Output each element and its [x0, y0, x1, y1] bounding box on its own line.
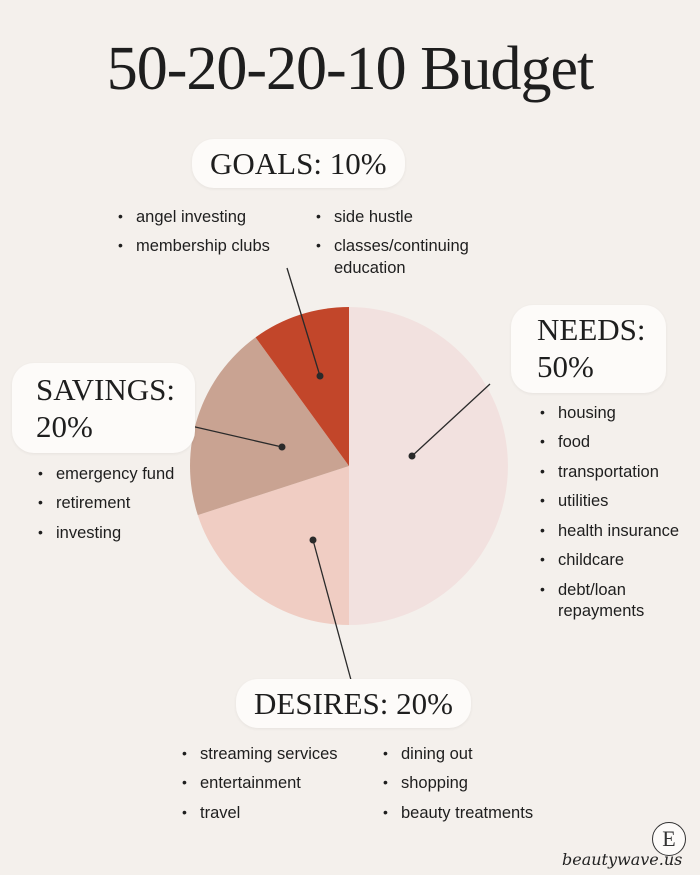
list-item: investing	[38, 523, 188, 544]
savings-list: emergency fund retirement investing	[38, 464, 188, 552]
goals-label: GOALS: 10%	[192, 139, 405, 189]
list-item: housing	[540, 403, 695, 424]
list-item: travel	[182, 803, 382, 824]
savings-label: SAVINGS: 20%	[12, 363, 195, 454]
list-item: retirement	[38, 493, 188, 514]
goals-list-col2: side hustle classes/continuing education	[316, 207, 516, 287]
needs-label-line2: 50%	[537, 349, 594, 385]
list-item: classes/continuing education	[316, 236, 516, 279]
pie-slice-needs	[349, 307, 508, 625]
desires-list-col2: dining out shopping beauty treatments	[383, 744, 583, 832]
savings-label-line2: 20%	[36, 409, 93, 445]
list-item: dining out	[383, 744, 583, 765]
pie-slice-desires	[197, 466, 349, 625]
savings-leader-line	[177, 422, 283, 448]
list-item: food	[540, 432, 695, 453]
desires-leader-line	[312, 539, 352, 681]
list-item: angel investing	[118, 207, 308, 228]
desires-leader-dot	[309, 536, 317, 544]
list-item: health insurance	[540, 521, 695, 542]
list-item: shopping	[383, 773, 583, 794]
desires-list-col1: streaming services entertainment travel	[182, 744, 382, 832]
watermark-text: beautywave.us	[562, 850, 683, 869]
list-item: entertainment	[182, 773, 382, 794]
list-item: transportation	[540, 462, 695, 483]
list-item: beauty treatments	[383, 803, 583, 824]
desires-label: DESIRES: 20%	[236, 679, 471, 729]
list-item: childcare	[540, 550, 695, 571]
needs-label-line1: NEEDS:	[537, 312, 646, 347]
list-item: debt/loan repayments	[540, 580, 695, 623]
needs-leader-dot	[408, 452, 416, 460]
list-item: streaming services	[182, 744, 382, 765]
brand-logo: E	[652, 822, 686, 856]
goals-label-text: GOALS: 10%	[210, 146, 387, 181]
goals-leader-dot	[316, 372, 324, 380]
pie-slice-savings	[189, 337, 349, 516]
chart-title: 50-20-20-10 Budget	[106, 35, 595, 103]
goals-leader-line	[286, 267, 321, 377]
pie-slice-goals	[255, 307, 349, 466]
list-item: membership clubs	[118, 236, 308, 257]
list-item: utilities	[540, 491, 695, 512]
list-item: side hustle	[316, 207, 516, 228]
goals-list-col1: angel investing membership clubs	[118, 207, 308, 266]
needs-list: housing food transportation utilities he…	[540, 403, 695, 631]
needs-label: NEEDS: 50%	[511, 305, 666, 394]
savings-leader-dot	[278, 443, 286, 451]
savings-label-line1: SAVINGS:	[36, 372, 175, 407]
desires-label-text: DESIRES: 20%	[254, 686, 453, 721]
list-item: emergency fund	[38, 464, 188, 485]
needs-leader-line	[411, 383, 491, 457]
